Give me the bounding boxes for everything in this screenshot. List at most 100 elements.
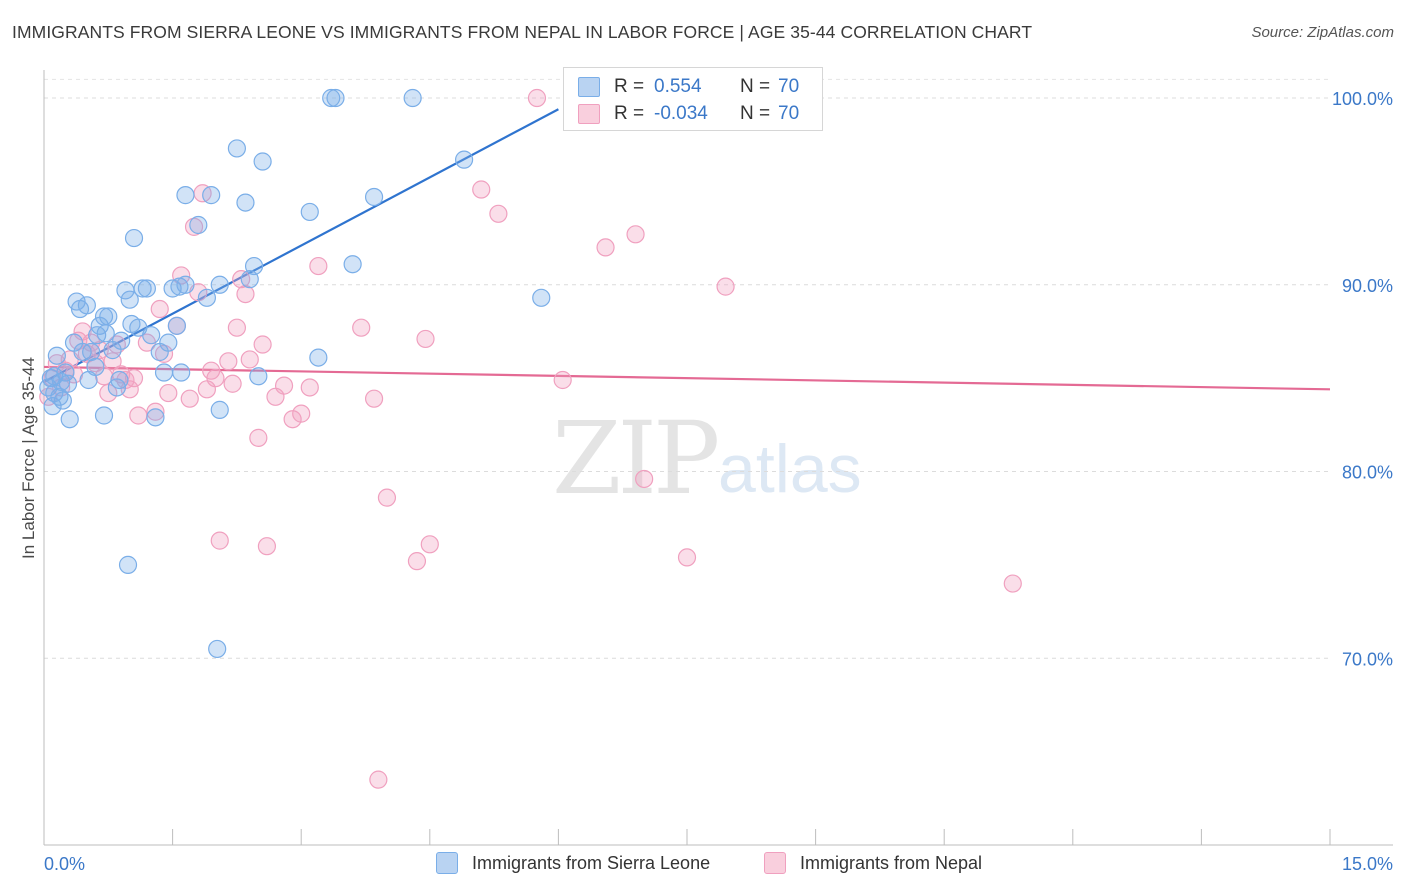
point-sierra-leone (197, 288, 216, 307)
point-sierra-leone (79, 370, 98, 390)
y-axis-label: In Labor Force | Age 35-44 (19, 357, 38, 559)
legend-swatch-nepal (764, 852, 786, 874)
legend-n-label: N = (740, 103, 771, 124)
point-sierra-leone (146, 408, 165, 427)
point-nepal (1003, 574, 1022, 593)
point-sierra-leone (249, 367, 268, 386)
legend-item-nepal[interactable]: Immigrants from Nepal (764, 852, 982, 874)
point-sierra-leone (454, 150, 474, 169)
point-sierra-leone (322, 88, 341, 108)
point-nepal (407, 552, 427, 571)
point-sierra-leone (118, 555, 138, 574)
point-nepal (553, 370, 572, 390)
legend-swatch-nepal (578, 104, 600, 124)
point-nepal (219, 352, 238, 371)
point-sierra-leone (343, 255, 362, 274)
point-sierra-leone (47, 346, 66, 365)
point-sierra-leone (159, 333, 178, 352)
point-nepal (309, 256, 328, 276)
point-sierra-leone (99, 307, 118, 326)
point-sierra-leone (210, 275, 229, 294)
point-nepal (223, 374, 242, 393)
point-sierra-leone (45, 367, 64, 386)
point-sierra-leone (77, 296, 96, 315)
point-nepal (180, 389, 199, 408)
correlation-legend: R = 0.554 N = 70 R = -0.034 N = 70 (563, 67, 823, 131)
x-tick-label-max: 15.0% (1342, 854, 1393, 874)
point-nepal (352, 318, 371, 337)
point-sierra-leone (253, 152, 272, 171)
point-nepal (240, 350, 259, 369)
point-sierra-leone (244, 256, 264, 276)
point-sierra-leone (167, 316, 186, 335)
point-nepal (206, 369, 225, 388)
axes (43, 70, 1393, 846)
y-tick-label: 70.0% (1342, 649, 1393, 669)
point-sierra-leone (133, 279, 152, 298)
legend-label-sierra-leone: Immigrants from Sierra Leone (472, 852, 711, 873)
point-sierra-leone (403, 88, 422, 108)
y-tick-label: 100.0% (1332, 89, 1393, 109)
point-sierra-leone (326, 88, 345, 108)
point-sierra-leone (122, 314, 141, 334)
point-sierra-leone (236, 193, 255, 212)
point-nepal (257, 537, 277, 556)
point-sierra-leone (154, 363, 174, 382)
y-tick-label: 90.0% (1342, 276, 1393, 296)
point-sierra-leone (202, 186, 221, 205)
point-nepal (146, 402, 165, 421)
point-sierra-leone (227, 139, 246, 158)
point-nepal (249, 428, 268, 447)
legend-n-value: 70 (778, 103, 800, 124)
point-sierra-leone (56, 363, 75, 382)
legend-row-nepal: R = -0.034 N = 70 (578, 102, 799, 126)
point-nepal (527, 88, 547, 108)
legend-swatch-sierra-leone (578, 77, 600, 97)
legend-r-value: -0.034 (654, 103, 708, 124)
point-nepal (172, 266, 191, 285)
watermark-atlas: atlas (718, 431, 862, 507)
point-sierra-leone (189, 215, 208, 235)
point-nepal (300, 378, 319, 397)
point-sierra-leone (60, 410, 79, 429)
point-nepal (124, 369, 144, 388)
chart-source: Source: ZipAtlas.com (1251, 24, 1394, 41)
point-sierra-leone (300, 202, 319, 222)
point-sierra-leone (94, 406, 114, 425)
legend-swatch-sierra-leone (436, 852, 458, 874)
point-sierra-leone (309, 348, 328, 367)
trend-lines (43, 108, 1331, 391)
point-nepal (210, 531, 229, 550)
legend-n-value: 70 (778, 76, 800, 97)
x-tick-label-min: 0.0% (44, 854, 85, 874)
point-nepal (274, 376, 294, 395)
point-sierra-leone (124, 228, 144, 248)
legend-item-sierra-leone[interactable]: Immigrants from Sierra Leone (436, 852, 710, 874)
legend-r-value: 0.554 (654, 76, 702, 97)
y-tick-label: 80.0% (1342, 463, 1393, 483)
data-points (39, 88, 1022, 789)
point-nepal (416, 329, 435, 349)
point-sierra-leone (82, 342, 101, 362)
point-nepal (236, 284, 255, 304)
trend-line-nepal (43, 365, 1331, 391)
legend-row-sierra-leone: R = 0.554 N = 70 (578, 75, 799, 99)
point-nepal (129, 406, 148, 425)
point-nepal (716, 277, 735, 296)
point-nepal (472, 180, 491, 199)
point-sierra-leone (43, 397, 62, 416)
trend-line-sierra-leone (43, 108, 559, 383)
legend-r-label: R = (614, 103, 645, 124)
point-sierra-leone (120, 290, 139, 309)
point-nepal (227, 318, 246, 337)
point-nepal (159, 383, 178, 403)
point-nepal (369, 770, 388, 789)
point-sierra-leone (58, 374, 78, 393)
legend-r-label: R = (614, 76, 645, 97)
watermark-zip: ZIP (552, 400, 720, 517)
grid-lines (44, 78, 1330, 659)
point-sierra-leone (112, 331, 131, 350)
point-sierra-leone (364, 187, 384, 207)
point-nepal (150, 299, 169, 319)
point-sierra-leone (532, 288, 551, 307)
